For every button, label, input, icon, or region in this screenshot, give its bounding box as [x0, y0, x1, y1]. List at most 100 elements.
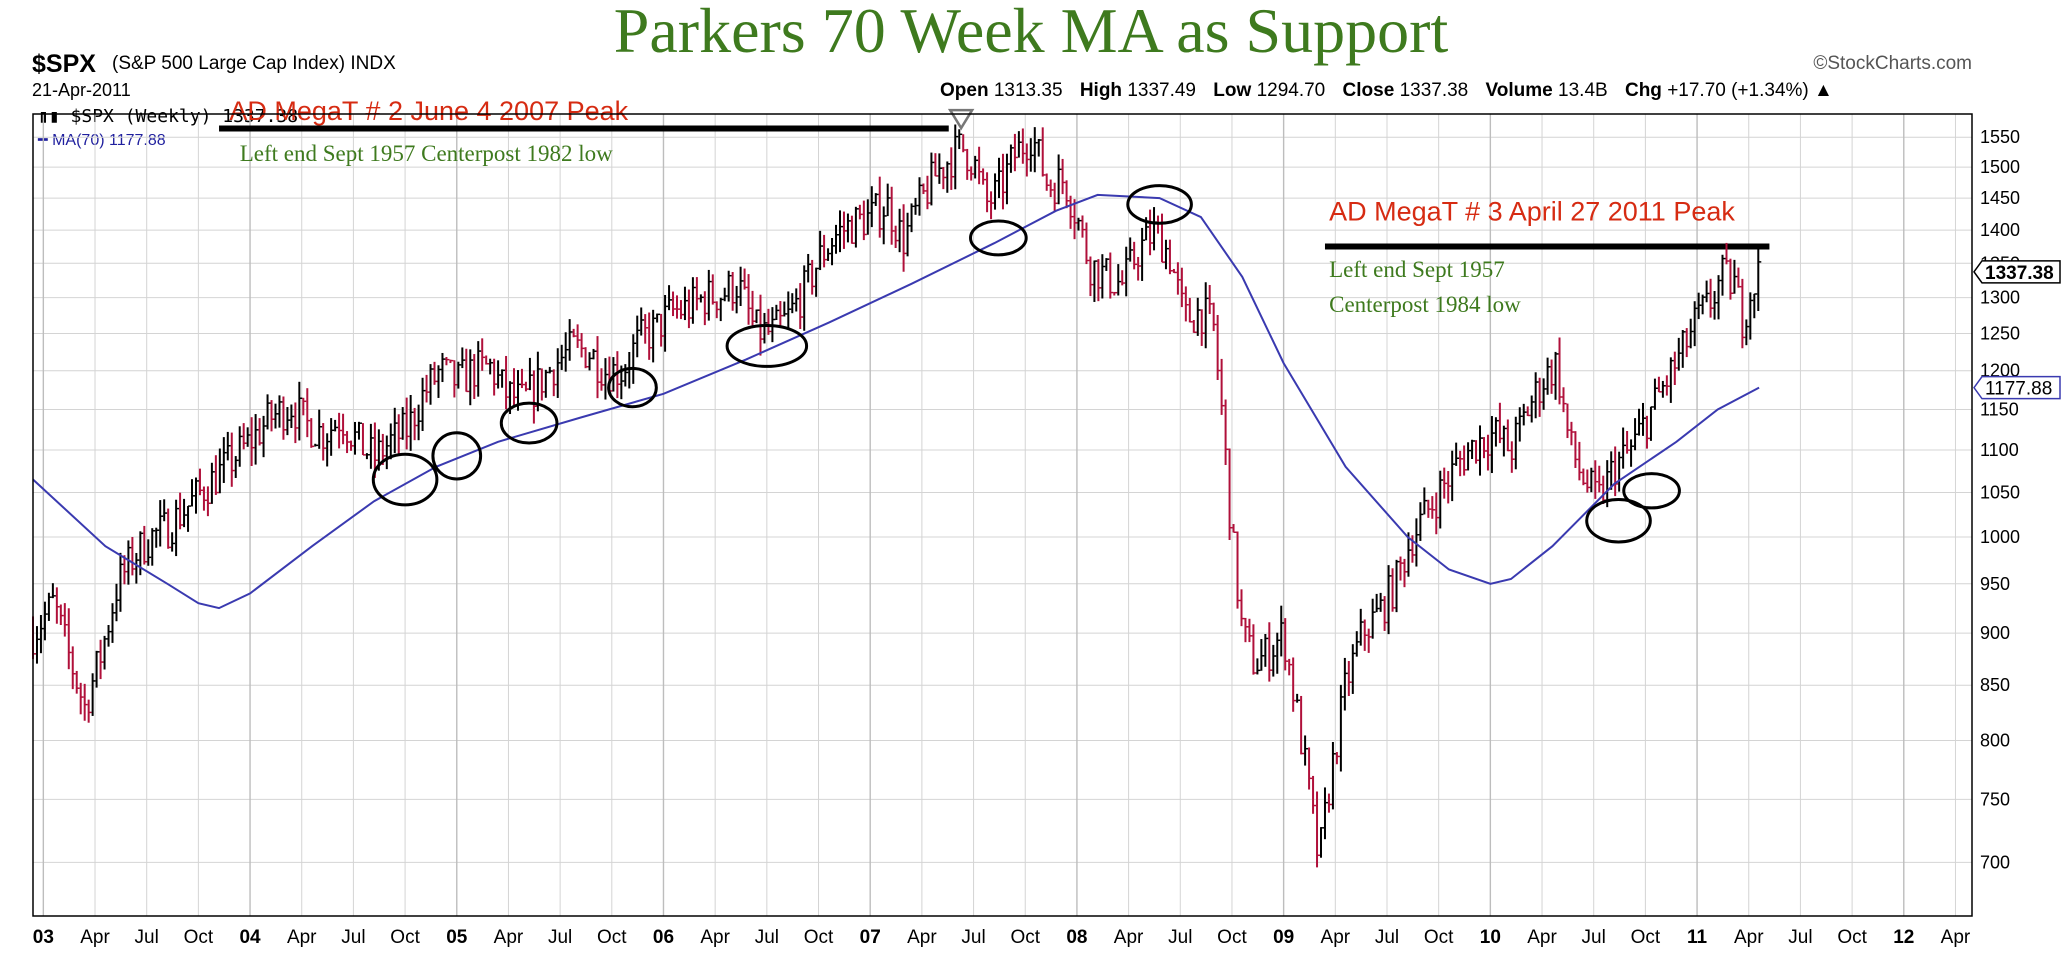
annotations: AD MegaT # 2 June 4 2007 Peak Left end Se… — [229, 96, 1735, 317]
open-label: Open — [940, 80, 989, 101]
x-tick-label: Apr — [907, 927, 937, 948]
symbol-label: $SPX — [32, 50, 96, 78]
y-tick-label: 1500 — [1980, 157, 2020, 177]
volume-label: Volume — [1485, 80, 1553, 101]
chart-grid — [33, 114, 1972, 916]
y-tick-label: 1100 — [1980, 440, 2019, 460]
x-tick-label: Oct — [1424, 927, 1454, 948]
y-tick-label: 1200 — [1980, 361, 2020, 381]
x-tick-label: 06 — [653, 927, 674, 948]
x-tick-label: Oct — [390, 927, 420, 948]
x-tick-label: 09 — [1273, 927, 1294, 948]
y-tick-label: 1150 — [1980, 400, 2019, 420]
symbol-name: (S&P 500 Large Cap Index) INDX — [112, 53, 396, 74]
y-tick-label: 1300 — [1980, 288, 2020, 308]
x-tick-label: Apr — [700, 927, 730, 948]
x-tick-label: 10 — [1480, 927, 1501, 948]
chg-label: Chg — [1624, 80, 1662, 101]
annotation-peak: AD MegaT # 2 June 4 2007 Peak — [229, 96, 628, 126]
ma-line — [32, 193, 1760, 610]
annotation-note: Left end Sept 1957 — [1329, 257, 1505, 282]
close-value: 1337.38 — [1399, 80, 1469, 101]
x-tick-label: Apr — [1114, 927, 1144, 948]
ma-series — [32, 193, 1760, 610]
x-tick-label: Oct — [1631, 927, 1661, 948]
last-ma-tag-box — [1973, 375, 2061, 400]
x-tick-label: Jul — [1788, 927, 1812, 948]
x-tick-label: Jul — [755, 927, 779, 948]
plot-frame — [32, 113, 1973, 917]
x-tick-label: Oct — [804, 927, 834, 948]
high-label: High — [1079, 80, 1123, 101]
peak-marker-icon — [947, 108, 975, 131]
low-value: 1294.70 — [1256, 80, 1326, 101]
ohlc-readout: Open 1313.35 High 1337.49 Low 1294.70 Cl… — [940, 80, 1833, 102]
y-tick-label: 1250 — [1980, 323, 2020, 343]
y-tick-label: 1050 — [1980, 482, 2020, 502]
support-circle — [1585, 497, 1652, 544]
x-tick-label: Apr — [1527, 927, 1557, 948]
x-tick-label: 08 — [1066, 927, 1087, 948]
y-tick-label: 800 — [1980, 731, 2010, 751]
x-tick-label: Jul — [1582, 927, 1606, 948]
last-close-tag: 1337.38 — [1985, 263, 2054, 284]
value-tags: 1337.38 1177.88 — [1973, 260, 2061, 400]
annotation-peak: AD MegaT # 3 April 27 2011 Peak — [1329, 196, 1735, 226]
x-tick-label: Jul — [1168, 927, 1192, 948]
x-axis: 03 Apr Jul Oct 04 Apr Jul Oct 05 Apr Jul Oct 06 Apr Ju… — [33, 927, 1971, 948]
x-tick-label: Oct — [597, 927, 627, 948]
volume-value: 13.4B — [1558, 80, 1608, 101]
x-tick-label: Oct — [184, 927, 214, 948]
x-tick-label: 05 — [446, 927, 468, 948]
last-close-tag-box — [1973, 260, 2061, 284]
y-axis: 700 750 800 850 900 950 1000 1050 1100 1150 1200 12… — [1980, 127, 2020, 872]
annotation-note: Left end Sept 1957 Centerpost 1982 low — [240, 141, 613, 166]
x-tick-label: Oct — [1837, 927, 1867, 948]
support-circle — [607, 366, 658, 409]
y-tick-label: 750 — [1980, 789, 2010, 809]
high-value: 1337.49 — [1127, 80, 1196, 101]
x-tick-label: Jul — [1375, 927, 1399, 948]
x-tick-label: 04 — [239, 927, 261, 948]
low-label: Low — [1213, 80, 1252, 101]
x-tick-label: 03 — [33, 927, 54, 948]
date-label: 21-Apr-2011 — [32, 80, 131, 100]
y-tick-label: 900 — [1980, 623, 2010, 643]
x-tick-label: Oct — [1010, 927, 1040, 948]
last-ma-tag: 1177.88 — [1985, 379, 2052, 400]
ma-legend-label: MA(70) 1177.88 — [52, 132, 166, 149]
x-tick-label: 12 — [1893, 927, 1914, 948]
x-tick-label: Apr — [1321, 927, 1351, 948]
x-tick-label: 11 — [1687, 927, 1708, 948]
open-value: 1313.35 — [993, 80, 1063, 101]
y-tick-label: 700 — [1980, 852, 2010, 872]
x-tick-label: Jul — [548, 927, 572, 948]
chg-value: +17.70 (+1.34%) — [1667, 80, 1809, 101]
price-legend-label: $SPX (Weekly) 1337.38 — [70, 106, 299, 127]
support-circle — [431, 431, 483, 481]
y-tick-label: 1000 — [1980, 527, 2020, 547]
stockcharts-brand: ©StockCharts.com — [1813, 53, 1972, 74]
support-circle — [969, 219, 1028, 257]
support-circle — [1622, 472, 1681, 510]
annotation-note: Centerpost 1984 low — [1329, 292, 1521, 317]
chg-up-icon: ▲ — [1814, 80, 1833, 101]
chart-title: Parkers 70 Week MA as Support — [613, 0, 1449, 66]
x-tick-label: Jul — [341, 927, 365, 948]
y-tick-label: 1400 — [1980, 220, 2020, 240]
support-circles — [371, 184, 1681, 544]
support-circle — [371, 452, 439, 507]
x-tick-label: 07 — [860, 927, 881, 948]
support-circle — [725, 323, 809, 368]
x-tick-label: Oct — [1217, 927, 1247, 948]
close-label: Close — [1342, 80, 1395, 101]
x-tick-label: Apr — [494, 927, 524, 948]
x-tick-label: Apr — [80, 927, 110, 948]
y-tick-label: 850 — [1980, 675, 2010, 695]
x-tick-label: Apr — [1941, 927, 1971, 948]
support-circle — [1126, 184, 1193, 225]
y-tick-label: 1450 — [1980, 188, 2020, 208]
support-circle — [499, 401, 559, 445]
x-tick-label: Apr — [1734, 927, 1764, 948]
